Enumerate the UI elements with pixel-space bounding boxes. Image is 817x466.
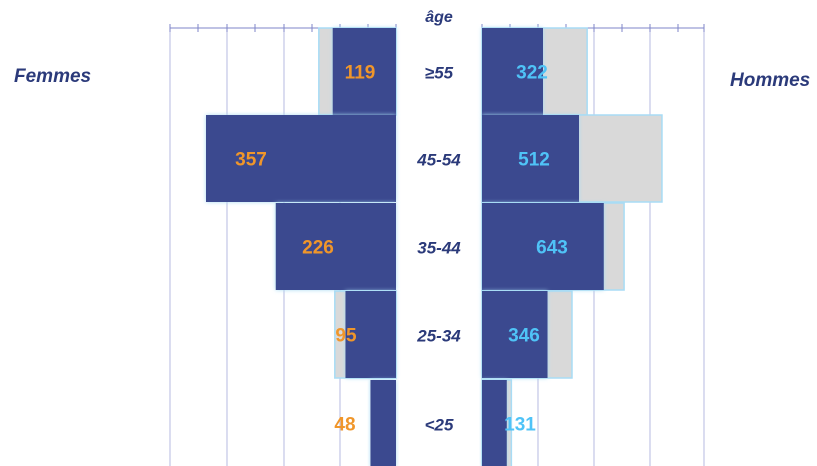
femmes-value-label-4: 48 — [334, 415, 355, 436]
hommes-bar-3 — [482, 291, 548, 378]
hommes-bar-0 — [482, 28, 544, 115]
hommes-value-label-2: 643 — [536, 238, 568, 259]
femmes-bar-1 — [206, 115, 396, 202]
hommes-value-label-1: 512 — [518, 150, 550, 171]
age-category-label-2: 35-44 — [417, 239, 461, 258]
femmes-side-label: Femmes — [14, 66, 92, 87]
femmes-value-label-0: 119 — [345, 63, 376, 84]
age-category-label-1: 45-54 — [416, 151, 461, 170]
age-category-label-4: <25 — [425, 416, 454, 435]
age-category-label-0: ≥55 — [425, 64, 454, 83]
hommes-side-label: Hommes — [730, 70, 811, 91]
femmes-bar-4 — [370, 380, 396, 466]
age-header: âge — [425, 9, 453, 26]
femmes-value-label-3: 95 — [335, 326, 357, 347]
femmes-bar-2 — [275, 203, 396, 290]
hommes-bar-1 — [482, 115, 579, 202]
femmes-value-label-2: 226 — [302, 238, 334, 259]
femmes-bar-3 — [345, 291, 396, 378]
hommes-value-label-3: 346 — [508, 326, 540, 347]
hommes-value-label-0: 322 — [516, 63, 548, 84]
hommes-bar-2 — [482, 203, 604, 290]
femmes-bar-0 — [332, 28, 396, 115]
femmes-value-label-1: 357 — [235, 150, 267, 171]
hommes-bar-4 — [482, 380, 507, 466]
age-category-label-3: 25-34 — [416, 327, 461, 346]
hommes-value-label-4: 131 — [504, 415, 536, 436]
